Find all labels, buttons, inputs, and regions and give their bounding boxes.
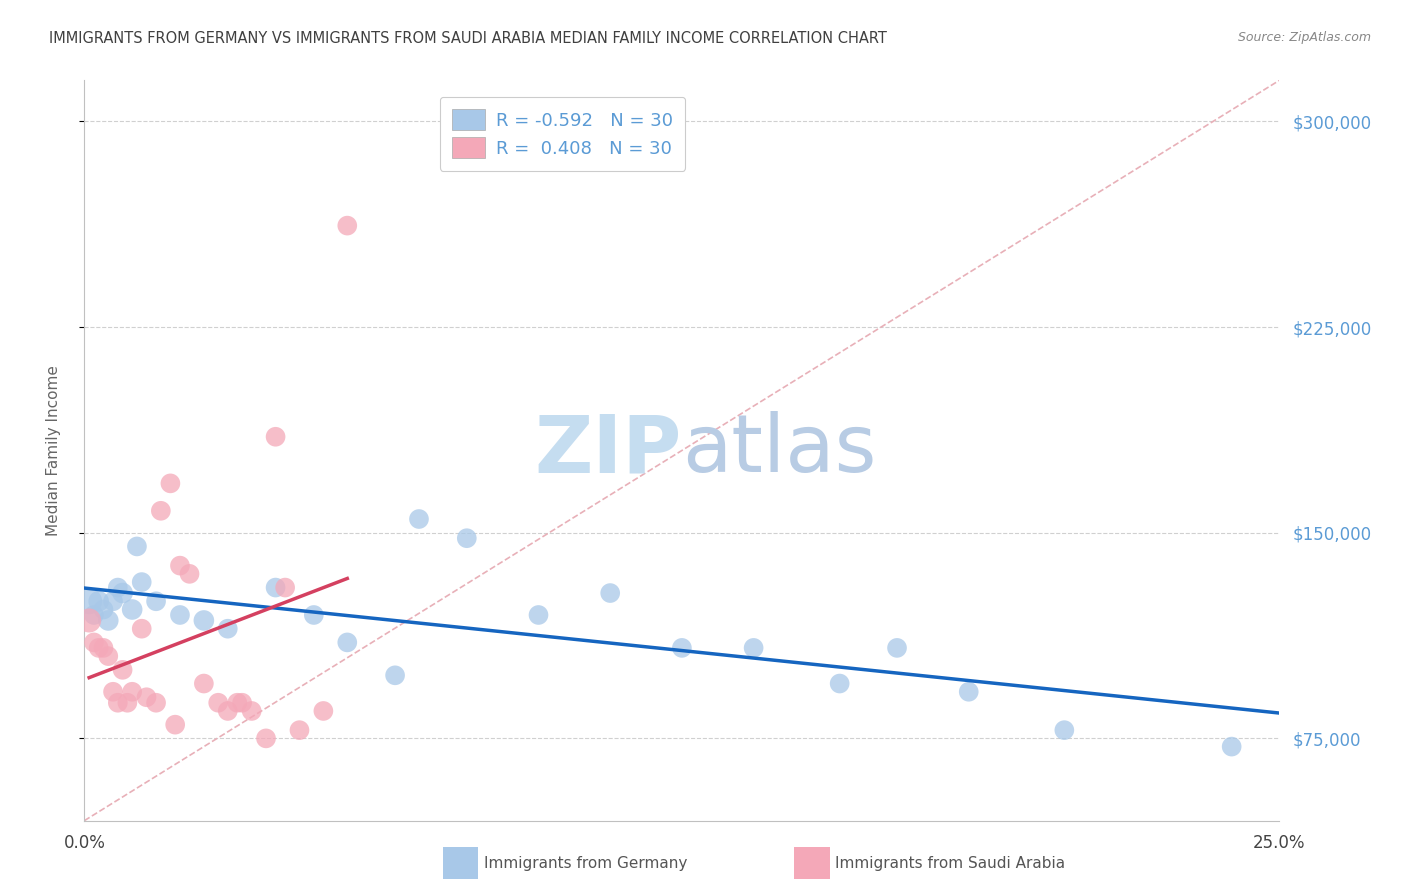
Text: atlas: atlas xyxy=(682,411,876,490)
Point xyxy=(828,676,851,690)
Legend: R = -0.592   N = 30, R =  0.408   N = 30: R = -0.592 N = 30, R = 0.408 N = 30 xyxy=(440,96,685,171)
Point xyxy=(101,685,124,699)
Point xyxy=(121,602,143,616)
Point xyxy=(97,649,120,664)
Point xyxy=(179,566,201,581)
Point xyxy=(231,696,253,710)
Text: Immigrants from Germany: Immigrants from Germany xyxy=(484,856,688,871)
Point xyxy=(87,640,110,655)
Point xyxy=(274,581,297,595)
Point xyxy=(456,531,478,545)
Point xyxy=(217,704,239,718)
Point xyxy=(671,640,693,655)
Point xyxy=(240,704,263,718)
Text: Immigrants from Saudi Arabia: Immigrants from Saudi Arabia xyxy=(835,856,1066,871)
Point xyxy=(149,504,172,518)
Point xyxy=(165,717,187,731)
Point xyxy=(111,663,134,677)
Text: IMMIGRANTS FROM GERMANY VS IMMIGRANTS FROM SAUDI ARABIA MEDIAN FAMILY INCOME COR: IMMIGRANTS FROM GERMANY VS IMMIGRANTS FR… xyxy=(49,31,887,46)
Point xyxy=(77,594,100,608)
Point xyxy=(886,640,908,655)
Point xyxy=(1053,723,1076,738)
Point xyxy=(121,685,143,699)
Point xyxy=(226,696,249,710)
Point xyxy=(107,696,129,710)
Point xyxy=(83,607,105,622)
Point xyxy=(145,696,167,710)
Point xyxy=(169,558,191,573)
Point xyxy=(101,594,124,608)
Point xyxy=(193,614,215,628)
Point xyxy=(97,614,120,628)
Point xyxy=(207,696,229,710)
Point xyxy=(111,586,134,600)
Point xyxy=(302,607,325,622)
Point xyxy=(957,685,980,699)
Point xyxy=(217,622,239,636)
Point xyxy=(135,690,157,705)
Text: Source: ZipAtlas.com: Source: ZipAtlas.com xyxy=(1237,31,1371,45)
Point xyxy=(254,731,277,746)
Point xyxy=(117,696,139,710)
Point xyxy=(408,512,430,526)
Point xyxy=(384,668,406,682)
Point xyxy=(93,640,115,655)
Point xyxy=(131,622,153,636)
Point xyxy=(87,594,110,608)
Point xyxy=(599,586,621,600)
Point xyxy=(125,540,148,554)
Point xyxy=(193,676,215,690)
Point xyxy=(159,476,181,491)
Point xyxy=(93,602,115,616)
Point xyxy=(742,640,765,655)
Point xyxy=(1220,739,1243,754)
Point xyxy=(312,704,335,718)
Point xyxy=(145,594,167,608)
Point xyxy=(169,607,191,622)
Point xyxy=(264,581,287,595)
Point xyxy=(77,614,100,628)
Point xyxy=(336,635,359,649)
Point xyxy=(83,635,105,649)
Point xyxy=(527,607,550,622)
Y-axis label: Median Family Income: Median Family Income xyxy=(46,365,60,536)
Point xyxy=(288,723,311,738)
Point xyxy=(131,575,153,590)
Text: ZIP: ZIP xyxy=(534,411,682,490)
Point xyxy=(336,219,359,233)
Point xyxy=(107,581,129,595)
Point xyxy=(264,430,287,444)
